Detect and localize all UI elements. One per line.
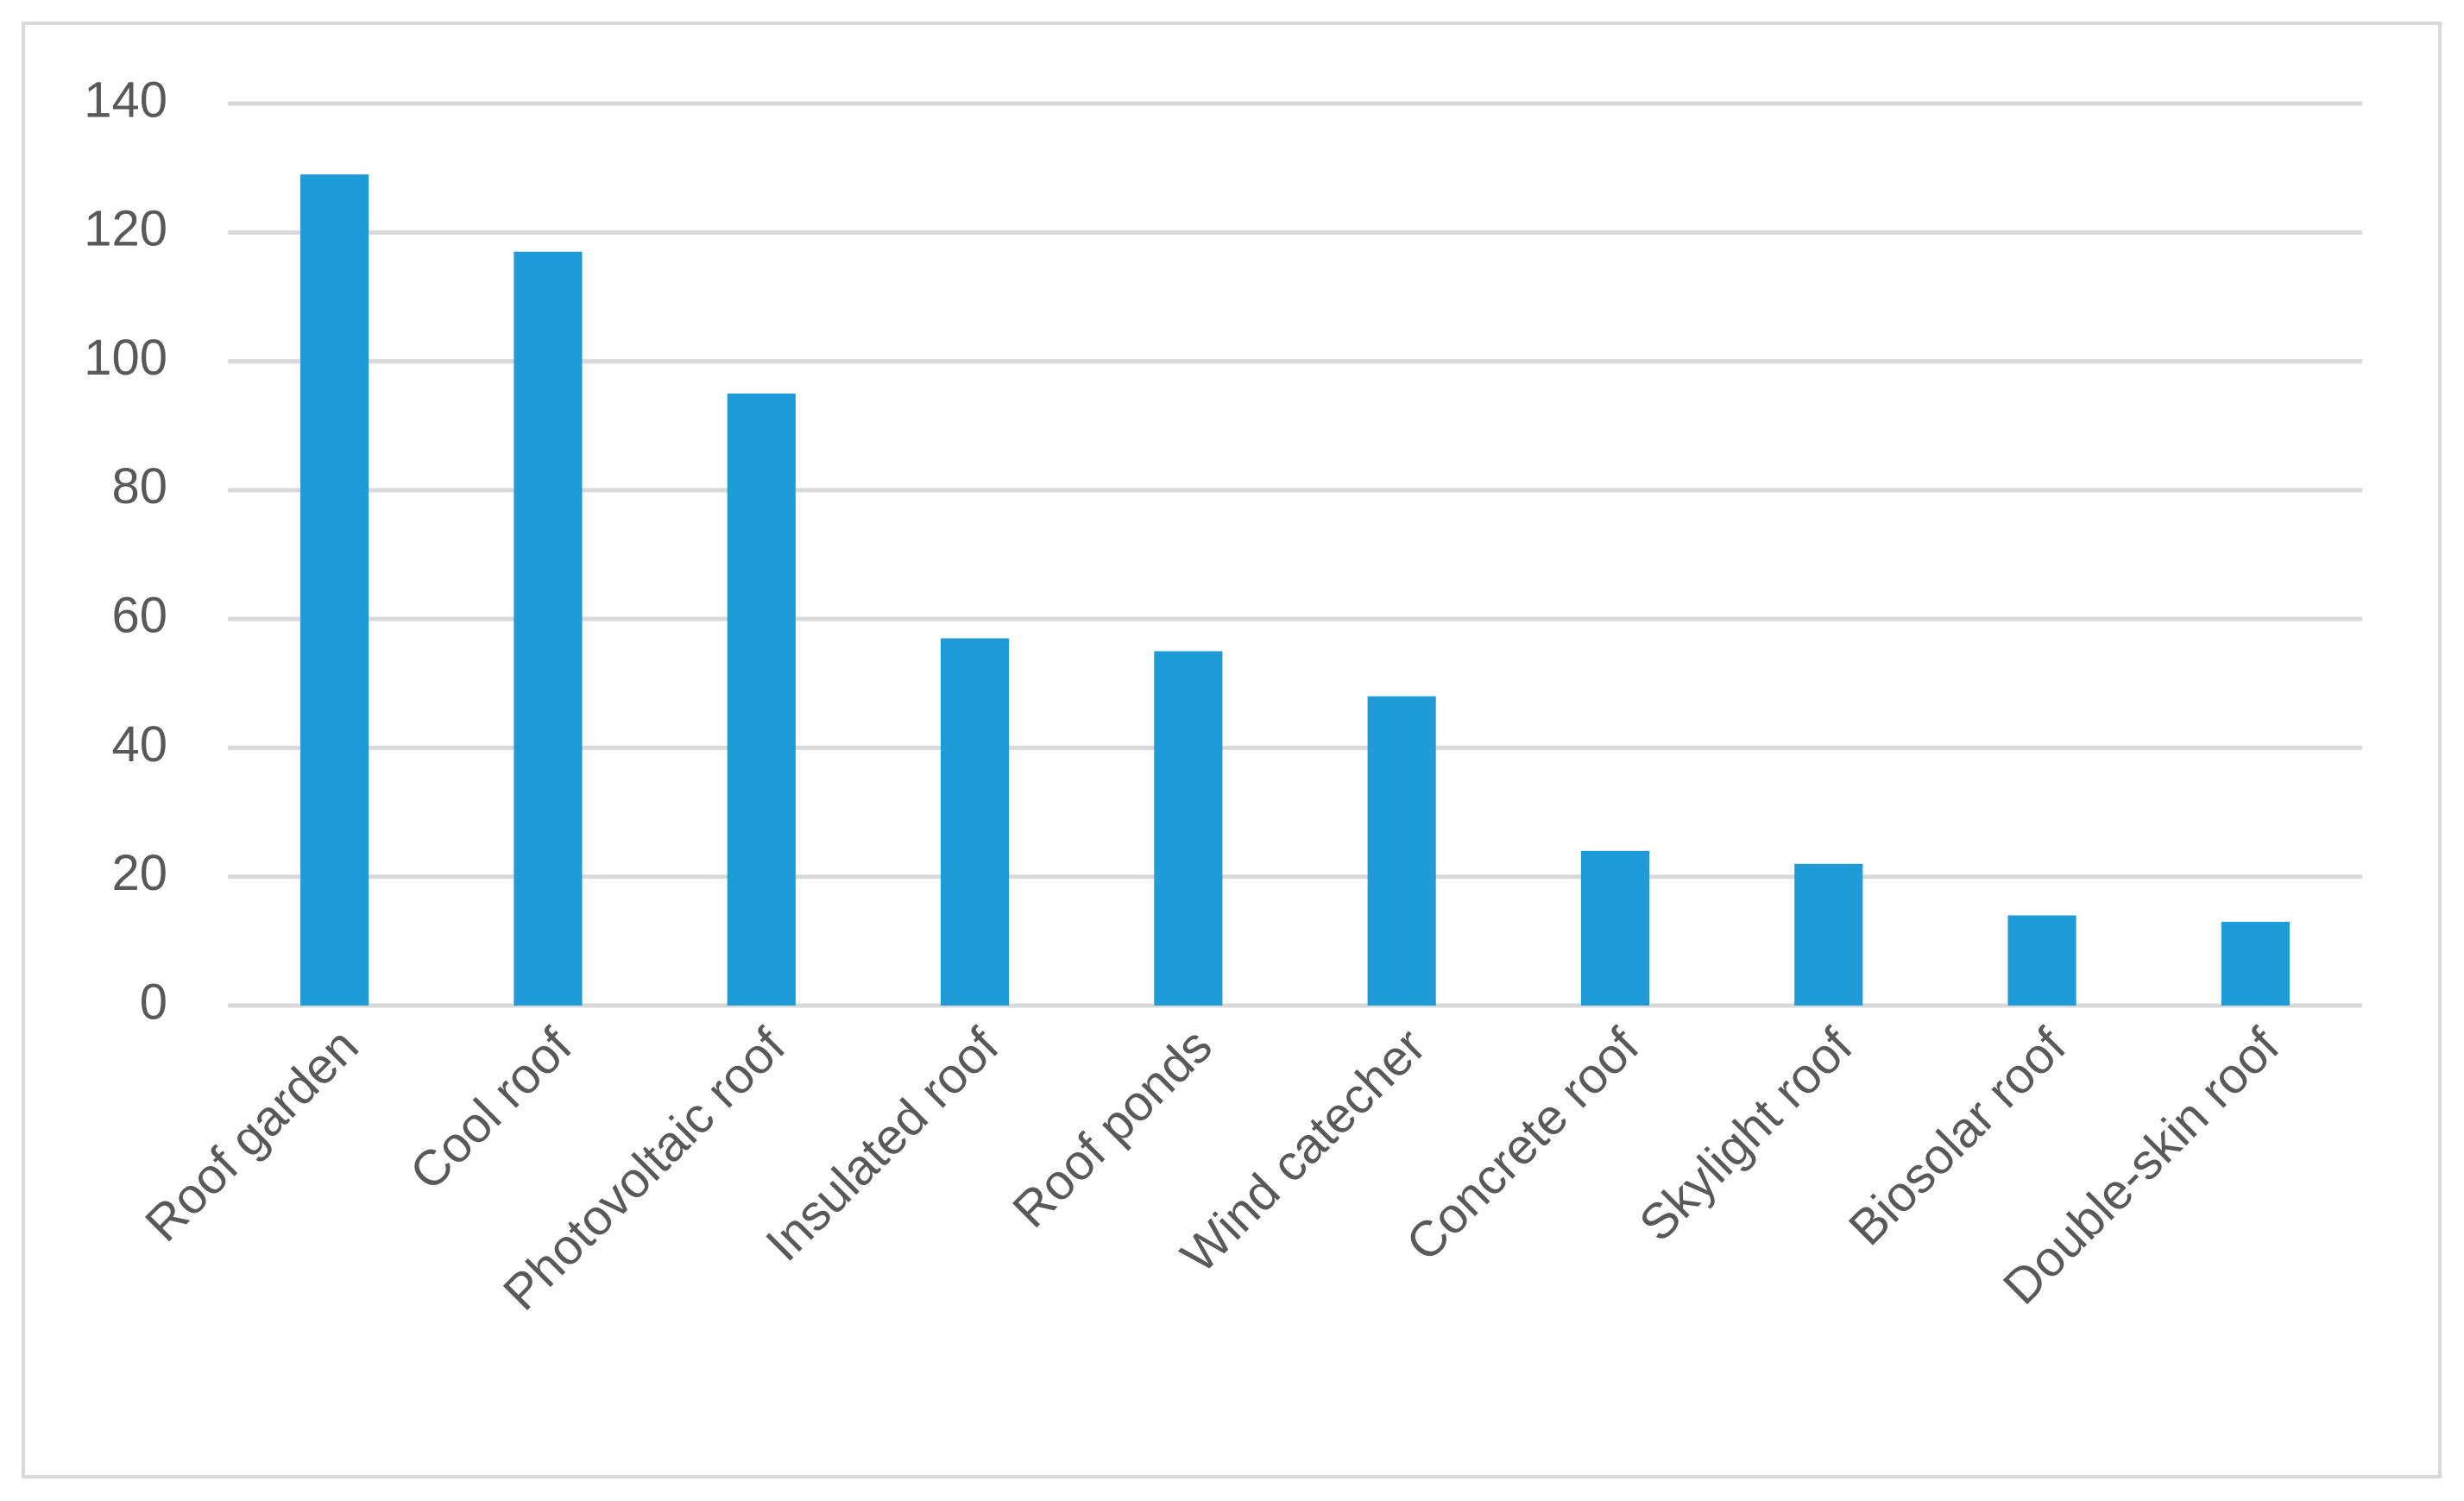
bar [940,638,1010,1006]
bar [514,251,583,1006]
y-tick-label: 100 [84,330,167,386]
bar [1367,696,1436,1006]
bar [727,393,796,1006]
y-tick-label: 120 [84,201,167,257]
chart-frame [22,22,2442,1479]
bar [2007,915,2076,1006]
y-tick-label: 80 [111,458,167,514]
y-tick-label: 60 [111,587,167,643]
bar [1580,850,1650,1006]
y-tick-label: 140 [84,72,167,128]
bar [1154,651,1223,1006]
bar [1794,863,1863,1006]
bar [2221,921,2290,1006]
y-tick-label: 40 [111,716,167,773]
y-tick-label: 20 [111,845,167,901]
bar [300,174,369,1006]
y-tick-label: 0 [140,974,167,1030]
